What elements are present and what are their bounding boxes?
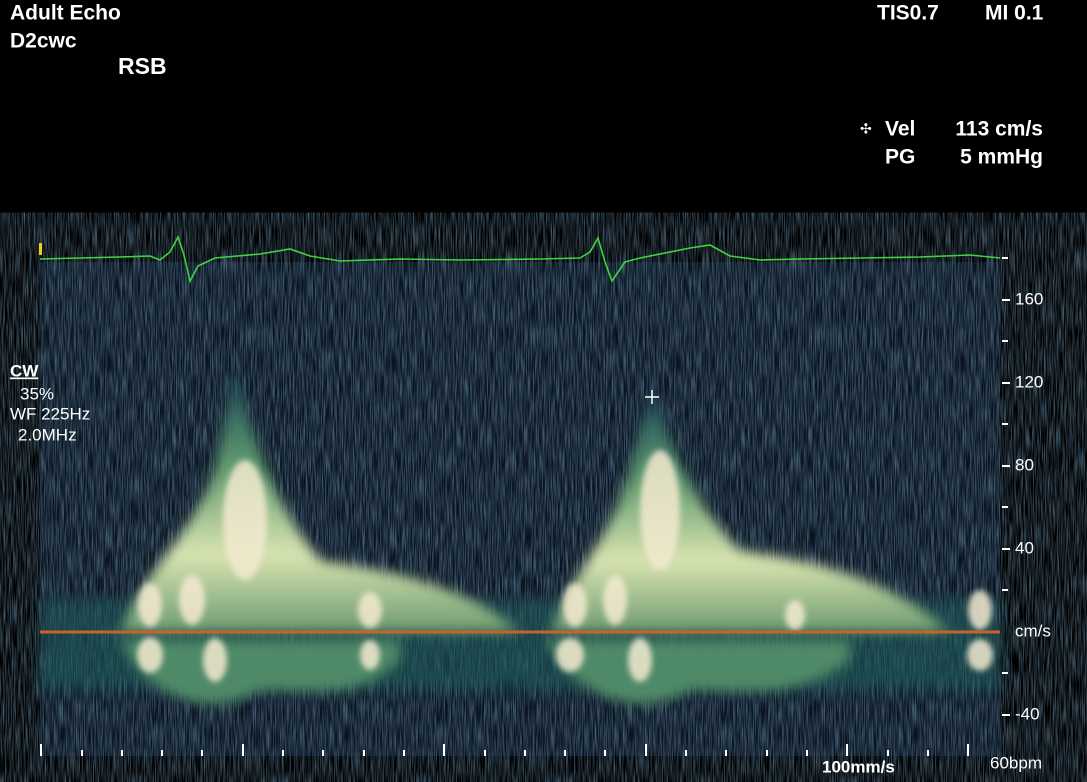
scale-label: 80 <box>1015 455 1034 474</box>
scale-label: 160 <box>1015 289 1043 308</box>
preset: Adult Echo <box>10 2 121 25</box>
scale-label: -40 <box>1015 704 1040 723</box>
measure-icon: ✣ <box>860 121 872 137</box>
scale-unit: cm/s <box>1015 621 1051 640</box>
scale-minor-ticks <box>1002 257 1008 674</box>
probe: D2cwc <box>10 30 77 53</box>
heart-rate: 60bpm <box>990 753 1042 772</box>
sweep-speed: 100mm/s <box>822 757 895 776</box>
ecg-marker <box>39 243 42 255</box>
scale-label: 40 <box>1015 538 1034 557</box>
vel-label: Vel <box>885 118 915 141</box>
pg-value: 5 mmHg <box>960 146 1043 169</box>
ecg-trace <box>39 234 1001 284</box>
pg-label: PG <box>885 146 915 169</box>
wall-filter: WF 225Hz <box>10 404 90 423</box>
spectral-envelopes <box>40 375 1000 704</box>
gain: 35% <box>20 384 54 403</box>
mode: CW <box>10 361 39 380</box>
vel-value: 113 cm/s <box>955 118 1043 141</box>
scale-label: 120 <box>1015 372 1043 391</box>
frequency: 2.0MHz <box>18 425 77 444</box>
view-label: RSB <box>118 53 167 79</box>
time-ticks <box>40 744 969 756</box>
velocity-cursor <box>645 390 659 404</box>
mi: MI 0.1 <box>985 2 1044 25</box>
tis: TIS0.7 <box>877 2 939 25</box>
